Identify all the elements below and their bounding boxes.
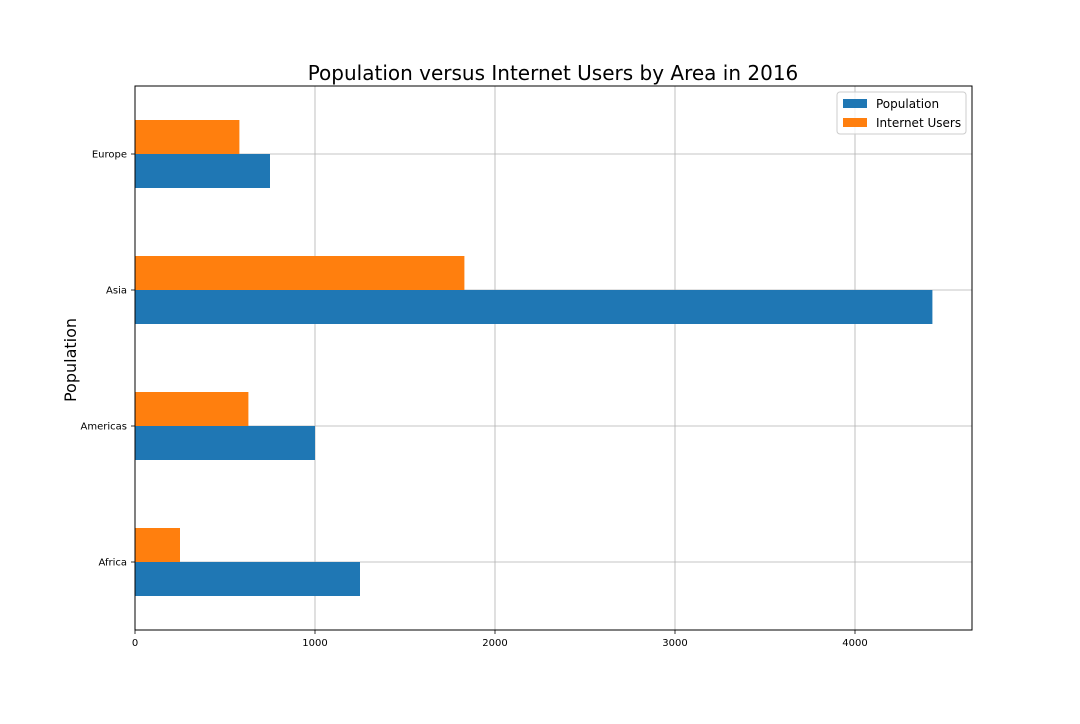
legend-swatch-population (843, 99, 867, 108)
bar-population-americas (135, 426, 315, 460)
plot-frame (134, 85, 973, 631)
legend-swatch-internet-users (843, 118, 867, 127)
bar-internet-users-americas (135, 392, 249, 426)
bar-population-asia (135, 290, 933, 324)
x-tick-label-3000: 3000 (662, 638, 687, 649)
y-tick-label-africa: Africa (98, 558, 127, 569)
chart-title: Population versus Internet Users by Area… (308, 61, 799, 85)
legend-label-internet-users: Internet Users (876, 116, 961, 130)
x-tick-label-0: 0 (132, 638, 138, 649)
x-tick-label-1000: 1000 (302, 638, 327, 649)
x-tick-label-4000: 4000 (842, 638, 867, 649)
legend-box (836, 91, 967, 135)
bar-population-europe (135, 154, 270, 188)
bar-population-africa (135, 562, 360, 596)
bars (135, 120, 933, 596)
y-axis-label: Population (61, 318, 80, 402)
y-tick-label-americas: Americas (81, 422, 127, 433)
x-tick-label-2000: 2000 (482, 638, 507, 649)
axes: 0 1000 2000 3000 4000 Africa Americas Asia Europ… (81, 150, 868, 650)
legend-label-population: Population (876, 97, 939, 111)
bar-internet-users-europe (135, 120, 240, 154)
y-tick-label-europe: Europe (92, 150, 127, 161)
legend: Population Internet Users (836, 91, 967, 135)
bar-internet-users-asia (135, 256, 465, 290)
bar-internet-users-africa (135, 528, 180, 562)
y-tick-label-asia: Asia (106, 286, 127, 297)
